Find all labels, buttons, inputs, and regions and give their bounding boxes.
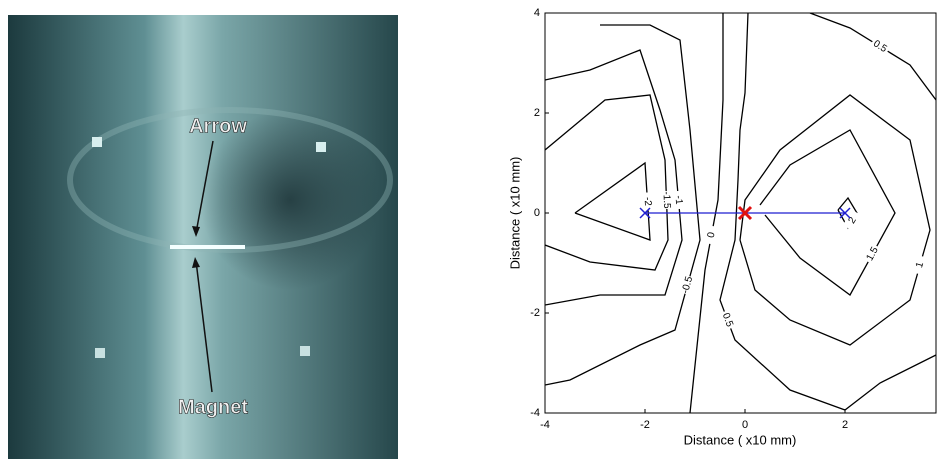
x-tick-label: 0 xyxy=(742,419,748,431)
contour-line xyxy=(574,161,651,241)
contour-line xyxy=(545,49,683,306)
y-tick-label: -4 xyxy=(530,407,540,419)
contour-line xyxy=(759,129,896,296)
contour-label: -1.5 xyxy=(661,191,673,209)
y-axis-label: Distance ( x10 mm) xyxy=(507,157,522,270)
contour-line xyxy=(545,24,701,386)
contour-label: 1 xyxy=(914,260,926,269)
contour-label: -2 xyxy=(642,197,654,207)
contour-label-bg xyxy=(862,243,883,265)
x-tick-label: -4 xyxy=(540,419,550,431)
contour-label: -0.5 xyxy=(680,275,695,295)
xray-photo: Arrow Magnet xyxy=(8,15,398,459)
contour-label-bg xyxy=(671,190,686,210)
contour-label-bg xyxy=(718,309,737,331)
contour-label: 0.5 xyxy=(720,312,735,329)
contour-lines: -2 -1.5 -1-0.500.50.511.52 xyxy=(545,13,936,413)
contour-line xyxy=(689,13,724,413)
y-tick-label: 4 xyxy=(534,7,540,19)
y-tick-label: 0 xyxy=(534,207,540,219)
arrow-label: Arrow xyxy=(189,115,247,137)
marker xyxy=(839,207,851,219)
x-tick-label: -2 xyxy=(640,419,650,431)
y-tick-label: -2 xyxy=(530,307,540,319)
contour-label-bg xyxy=(703,225,720,245)
magnet-label: Magnet xyxy=(178,396,248,418)
contour-label-bg xyxy=(640,192,655,211)
contour-line xyxy=(809,13,936,101)
contour-line xyxy=(719,13,936,411)
contour-line xyxy=(545,94,669,271)
marker xyxy=(639,207,651,219)
contour-label-bg xyxy=(869,36,891,57)
contour-label-bg xyxy=(842,209,863,232)
x-tick-label: 2 xyxy=(842,419,848,431)
contour-label-bg xyxy=(679,274,696,296)
y-tick-label: 2 xyxy=(534,107,540,119)
contour-label: -1 xyxy=(672,195,684,205)
contour-line xyxy=(739,94,931,346)
contour-label-bg xyxy=(660,190,673,210)
contour-label: 0 xyxy=(706,231,718,239)
contour-label: 2 xyxy=(846,215,859,226)
marker xyxy=(737,205,753,221)
x-axis-label: Distance ( x10 mm) xyxy=(684,432,797,447)
contour-label-bg xyxy=(911,254,929,276)
